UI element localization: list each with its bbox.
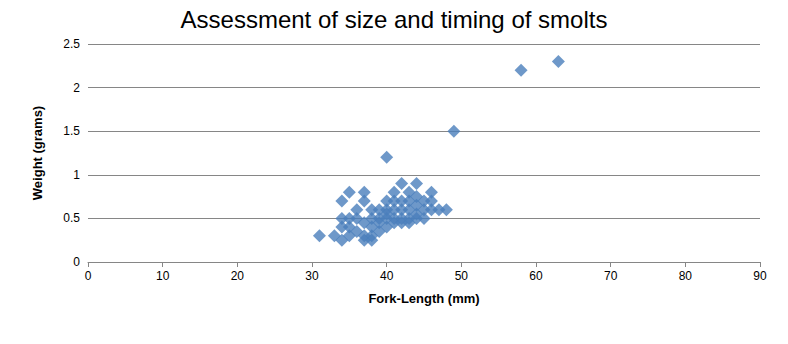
svg-text:1.5: 1.5 <box>63 124 80 138</box>
svg-text:80: 80 <box>679 269 693 283</box>
svg-text:60: 60 <box>529 269 543 283</box>
svg-text:40: 40 <box>380 269 394 283</box>
svg-text:20: 20 <box>231 269 245 283</box>
svg-text:2.5: 2.5 <box>63 37 80 51</box>
svg-text:Assessment of size and timing: Assessment of size and timing of smolts <box>181 6 608 33</box>
svg-text:0.5: 0.5 <box>63 211 80 225</box>
svg-text:Weight (grams): Weight (grams) <box>30 106 45 200</box>
svg-text:50: 50 <box>455 269 469 283</box>
svg-text:2: 2 <box>73 81 80 95</box>
svg-text:10: 10 <box>156 269 170 283</box>
svg-text:Fork-Length (mm): Fork-Length (mm) <box>368 291 479 306</box>
svg-text:1: 1 <box>73 168 80 182</box>
svg-text:0: 0 <box>73 255 80 269</box>
svg-text:30: 30 <box>305 269 319 283</box>
svg-text:90: 90 <box>753 269 767 283</box>
svg-text:0: 0 <box>85 269 92 283</box>
svg-text:70: 70 <box>604 269 618 283</box>
